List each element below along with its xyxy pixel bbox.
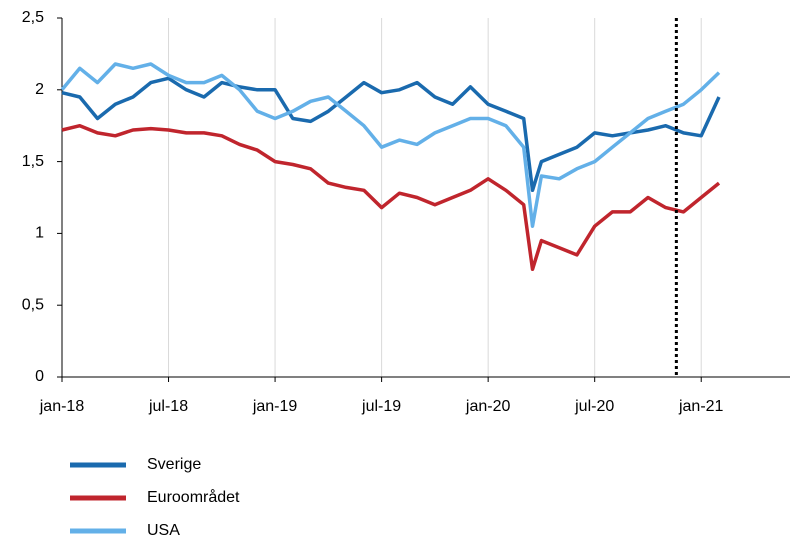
legend-label: USA — [147, 522, 180, 539]
x-tick-label: jan-18 — [39, 398, 85, 415]
y-tick-label: 1 — [35, 225, 44, 242]
x-tick-label: jan-21 — [678, 398, 724, 415]
y-tick-label: 2,5 — [22, 9, 44, 26]
y-tick-label: 0 — [35, 368, 44, 385]
series-line — [60, 62, 721, 228]
y-tick-label: 1,5 — [22, 153, 44, 170]
series-line — [61, 123, 721, 272]
x-tick-label: jul-20 — [574, 398, 614, 415]
x-tick-label: jul-18 — [148, 398, 188, 415]
legend-label: Sverige — [147, 456, 201, 473]
series-line — [61, 76, 721, 193]
legend-label: Euroområdet — [147, 488, 240, 506]
x-tick-label: jan-19 — [252, 398, 298, 415]
x-tick-label: jan-20 — [465, 398, 511, 415]
x-tick-label: jul-19 — [361, 398, 401, 415]
y-tick-label: 2 — [35, 81, 44, 98]
y-tick-label: 0,5 — [22, 296, 44, 313]
